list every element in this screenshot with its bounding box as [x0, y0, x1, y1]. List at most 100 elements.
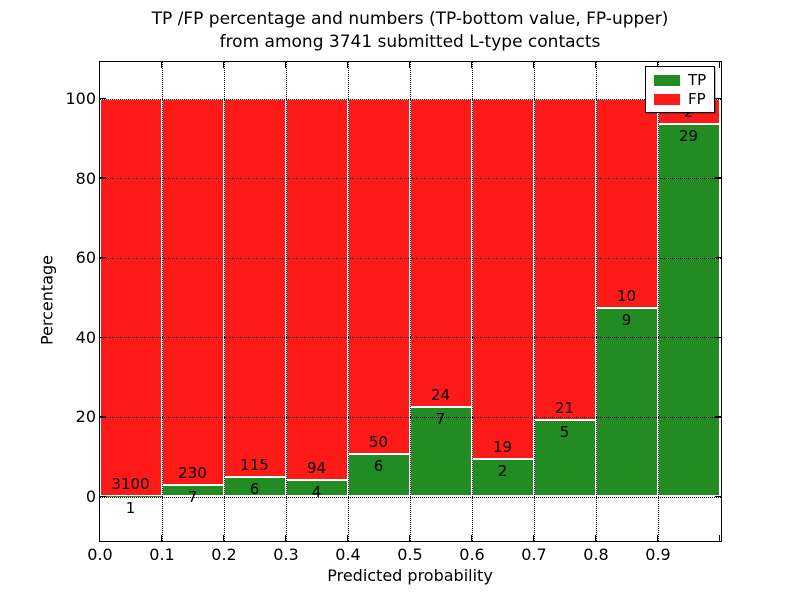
bar-segment-fp [347, 98, 410, 454]
tp-count-label: 6 [249, 479, 260, 498]
x-gridline [471, 61, 473, 541]
bar-segment-fp [533, 98, 596, 420]
x-gridline [533, 61, 535, 541]
fp-count-label: 115 [240, 455, 269, 474]
x-tick-label: 0.2 [211, 545, 237, 564]
x-tick-label: 0.7 [521, 545, 547, 564]
tp-count-label: 4 [311, 483, 322, 502]
y-tick-mark [714, 97, 721, 100]
bar-segment-fp [409, 98, 472, 407]
x-gridline [657, 61, 659, 541]
x-tick-mark [160, 534, 163, 541]
x-gridline [223, 61, 225, 541]
x-tick-mark [656, 534, 659, 541]
x-gridline [595, 61, 597, 541]
x-gridline [347, 61, 349, 541]
y-tick-label: 100 [65, 89, 96, 108]
y-tick-mark [714, 256, 721, 259]
chart-title: TP /FP percentage and numbers (TP-bottom… [100, 8, 720, 54]
x-gridline [285, 61, 287, 541]
x-tick-label: 0.3 [273, 545, 299, 564]
tp-count-label: 7 [435, 409, 446, 428]
x-tick-mark [222, 61, 225, 68]
tp-count-label: 1 [125, 499, 136, 518]
x-tick-mark [656, 61, 659, 68]
tp-count-label: 6 [373, 456, 384, 475]
tp-count-label: 7 [187, 487, 198, 506]
bar-segment-fp [595, 98, 658, 308]
legend: TP FP [645, 66, 715, 113]
x-gridline [161, 61, 163, 541]
y-tick-label: 0 [85, 487, 96, 506]
y-tick-mark [99, 97, 106, 100]
x-tick-mark [594, 534, 597, 541]
y-tick-label: 80 [75, 168, 96, 188]
x-tick-mark [346, 61, 349, 68]
x-tick-mark [346, 534, 349, 541]
bar-segment-fp [471, 98, 534, 459]
x-tick-label: 0.6 [459, 545, 485, 564]
x-tick-label: 0.4 [335, 545, 361, 564]
x-tick-mark [532, 61, 535, 68]
y-tick-label: 40 [75, 327, 96, 347]
x-tick-label: 0.1 [149, 545, 175, 564]
x-tick-mark [98, 61, 101, 68]
tp-count-label: 29 [678, 127, 699, 146]
x-tick-mark [160, 61, 163, 68]
y-tick-mark [714, 495, 721, 498]
tp-count-label: 2 [497, 461, 508, 480]
tp-count-label: 5 [559, 422, 570, 441]
x-tick-mark [470, 61, 473, 68]
x-tick-mark [532, 534, 535, 541]
fp-count-label: 230 [178, 463, 207, 482]
y-tick-mark [714, 416, 721, 418]
bar-segment-tp [471, 458, 534, 497]
fp-count-label: 24 [430, 385, 451, 404]
x-axis-label: Predicted probability [327, 566, 493, 585]
bar-segment-fp [99, 98, 162, 497]
fp-count-label: 94 [306, 459, 327, 478]
bar-segment-tp [595, 307, 658, 497]
x-tick-label: 0.8 [583, 545, 609, 564]
legend-item: FP [654, 89, 714, 108]
fp-count-label: 21 [554, 398, 575, 417]
bar-segment-tp [657, 124, 720, 497]
x-tick-mark [408, 534, 411, 541]
plot-area: 3100123071156944506247192215109229 [98, 60, 722, 542]
fp-count-label: 10 [616, 286, 637, 305]
fp-count-label: 50 [368, 432, 389, 451]
y-tick-mark [99, 495, 106, 498]
legend-label: TP [688, 70, 707, 89]
x-gridline [409, 61, 411, 541]
y-tick-mark [99, 177, 106, 179]
x-tick-mark [222, 534, 225, 541]
bar-segment-tp [347, 453, 410, 497]
chart-title-line2: from among 3741 submitted L-type contact… [219, 32, 601, 52]
y-tick-mark [99, 256, 106, 259]
tp-count-label: 9 [621, 310, 632, 329]
x-tick-label: 0.0 [87, 545, 113, 564]
fp-count-label: 19 [492, 437, 513, 456]
bar-segment-fp [285, 98, 348, 481]
y-tick-mark [714, 336, 721, 339]
x-tick-mark [718, 61, 721, 68]
legend-label: FP [688, 89, 706, 108]
x-tick-mark [284, 61, 287, 68]
chart-title-line1: TP /FP percentage and numbers (TP-bottom… [151, 9, 669, 29]
y-tick-label: 20 [75, 407, 96, 427]
y-tick-mark [99, 336, 106, 339]
x-tick-mark [470, 534, 473, 541]
tp-legend-swatch [654, 74, 680, 86]
x-tick-mark [284, 534, 287, 541]
x-tick-label: 0.5 [397, 545, 423, 564]
bar-segment-fp [161, 98, 224, 485]
bar-segment-fp [223, 98, 286, 477]
bar-segment-tp [533, 419, 596, 497]
x-tick-mark [98, 534, 101, 541]
x-tick-mark [408, 61, 411, 68]
x-tick-mark [594, 61, 597, 68]
x-tick-mark [718, 534, 721, 541]
legend-item: TP [654, 70, 714, 89]
fp-count-label: 3100 [111, 475, 150, 494]
